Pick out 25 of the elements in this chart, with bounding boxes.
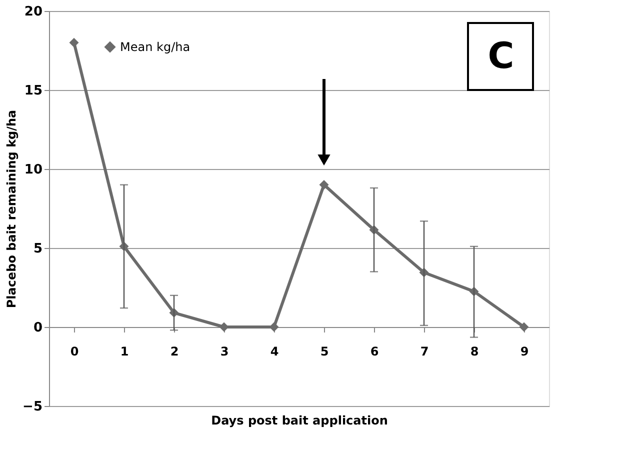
x-tick-label: 7 (420, 344, 429, 358)
point (319, 180, 329, 190)
x-tick-label: 1 (120, 344, 129, 358)
y-tick-label: 0 (33, 320, 42, 336)
x-tick-label: 2 (170, 344, 179, 358)
x-tick-label: 3 (220, 344, 229, 358)
point (519, 322, 529, 332)
x-tick-label: 9 (520, 344, 529, 358)
point (269, 322, 279, 332)
y-tick-label: 15 (24, 84, 42, 98)
x-tick-label: 0 (70, 344, 79, 358)
x-axis-title: Days post bait application (211, 414, 388, 428)
x-tick-label: 5 (320, 344, 329, 358)
x-tick-label: 4 (270, 344, 279, 358)
legend-label: Mean kg/ha (120, 40, 190, 54)
x-tick-label: 6 (370, 344, 379, 358)
y-tick-label: 10 (24, 162, 42, 178)
point (219, 322, 229, 332)
y-tick-label: −5 (22, 400, 42, 414)
x-tick-label: 8 (470, 344, 479, 358)
y-axis-title: Placebo bait remaining kg/ha (4, 110, 19, 308)
point (69, 38, 79, 48)
y-tick-label: 5 (33, 242, 42, 256)
annotation: C (488, 36, 514, 77)
y-tick-label: 20 (24, 4, 42, 20)
